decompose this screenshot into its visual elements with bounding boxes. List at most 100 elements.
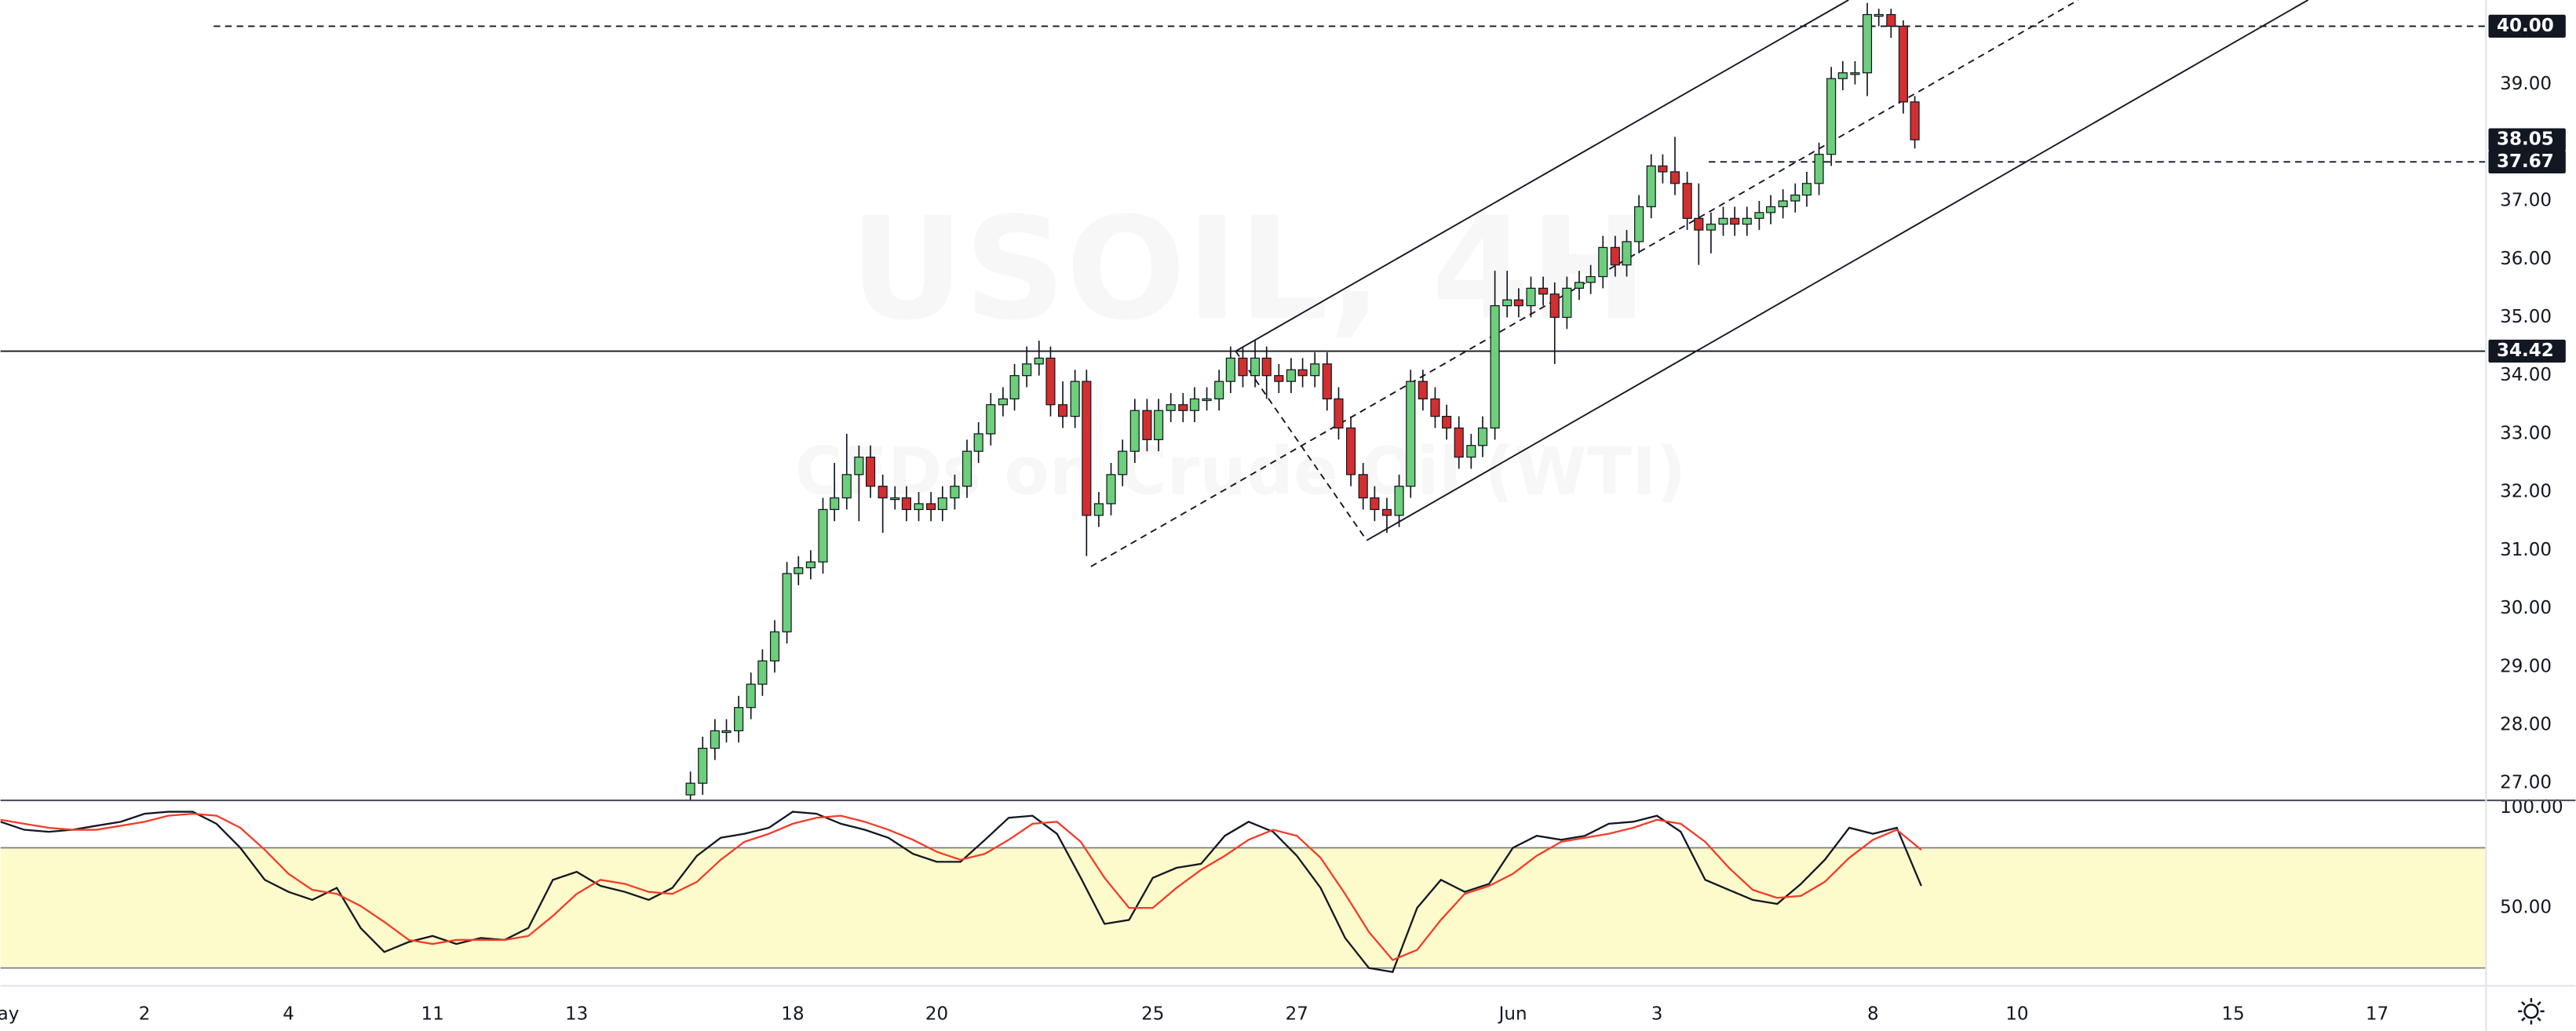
- candle-body: [1513, 299, 1523, 307]
- settings-button[interactable]: [2518, 998, 2545, 1025]
- x-tick-label: 13: [565, 1004, 588, 1025]
- candle-body: [1322, 363, 1332, 400]
- candle-body: [1585, 275, 1596, 283]
- candle-body: [1850, 72, 1860, 75]
- candle-body: [1406, 381, 1416, 487]
- price-pane: USOIL, 4H CFDs on Crude Oil (WTI): [0, 0, 2486, 800]
- candle-body: [1898, 25, 1908, 103]
- candle-body: [1886, 13, 1896, 27]
- trend-line: [1235, 350, 1368, 541]
- price-label-box: [2488, 150, 2566, 173]
- price-label-box: [2488, 128, 2566, 151]
- x-tick-label: 8: [1867, 1004, 1879, 1025]
- candle-body: [1669, 171, 1680, 184]
- gear-teeth: [2518, 998, 2545, 1025]
- candle-body: [1381, 508, 1392, 516]
- stochastic-pane: [0, 811, 2486, 974]
- candle-body: [1214, 381, 1224, 400]
- candle-body: [1430, 398, 1440, 417]
- candle-body: [1178, 404, 1188, 411]
- watermark-title: USOIL, 4H: [849, 188, 1647, 352]
- candle-body: [1526, 287, 1536, 307]
- candle-body: [1742, 217, 1752, 225]
- candle-body: [1814, 154, 1824, 184]
- candle-body: [746, 683, 756, 709]
- candle-body: [998, 398, 1008, 406]
- candle-body: [973, 433, 983, 452]
- x-tick-label: 10: [2005, 1004, 2028, 1025]
- x-tick-label: 2: [139, 1004, 151, 1025]
- candle-body: [937, 497, 947, 511]
- axes: 27.00 28.00 29.00 30.00 31.00 32.00 33.00 34.00…: [0, 14, 2566, 1025]
- candle-body: [1622, 241, 1632, 266]
- x-tick-label: 27: [1286, 1004, 1308, 1025]
- candle-body: [1106, 474, 1116, 505]
- candle-body: [1549, 293, 1560, 319]
- candle-body: [1718, 217, 1728, 225]
- candle-body: [1370, 497, 1380, 511]
- candle-body: [757, 660, 768, 685]
- y-tick-label: 50.00: [2500, 898, 2552, 918]
- candle-body: [1225, 357, 1235, 382]
- candle-body: [1142, 410, 1152, 440]
- trend-line: [1366, 0, 2309, 541]
- candle-body: [1082, 381, 1092, 516]
- candle-body: [710, 730, 720, 749]
- candle-body: [830, 497, 840, 511]
- candle-body: [769, 631, 780, 661]
- price-label: 38.05: [2497, 129, 2554, 150]
- price-label: 40.00: [2497, 16, 2554, 36]
- candle-body: [1286, 369, 1297, 382]
- candle-body: [1334, 398, 1344, 429]
- x-tick-label: Jun: [1498, 1004, 1527, 1025]
- stochastic-line: [0, 812, 1922, 961]
- x-tick-label: May: [0, 1004, 19, 1025]
- candle-body: [1490, 305, 1500, 429]
- candle-body: [1765, 206, 1776, 213]
- candle-body: [1562, 287, 1572, 319]
- candle-body: [1778, 200, 1788, 208]
- candle-body: [1610, 246, 1620, 266]
- stochastic-line: [0, 811, 1922, 974]
- x-tick-label: 18: [781, 1004, 804, 1025]
- candle-body: [878, 486, 888, 499]
- candle-body: [1093, 503, 1104, 516]
- y-tick-label: 31.00: [2500, 540, 2552, 560]
- y-tick-label: 39.00: [2500, 74, 2552, 94]
- candle-body: [1790, 194, 1801, 202]
- candle-body: [1166, 404, 1176, 411]
- x-tick-label: 25: [1141, 1004, 1164, 1025]
- price-label: 34.42: [2497, 341, 2554, 361]
- candle-body: [1418, 381, 1428, 400]
- trend-line: [1235, 0, 1849, 352]
- candle-body: [1801, 183, 1812, 196]
- y-tick-label: 28.00: [2500, 714, 2552, 734]
- candle-body: [926, 503, 936, 511]
- candle-body: [1477, 427, 1488, 446]
- x-tick-label: 17: [2366, 1004, 2388, 1025]
- candle-body: [1837, 72, 1848, 79]
- y-tick-label: 33.00: [2500, 423, 2552, 443]
- y-tick-label: 35.00: [2500, 307, 2552, 327]
- candle-body: [1754, 212, 1764, 219]
- watermark-subtitle: CFDs on Crude Oil (WTI): [794, 433, 1686, 510]
- price-label-box: [2488, 14, 2566, 38]
- candle-body: [1261, 357, 1272, 377]
- candle-body: [782, 573, 792, 632]
- x-tick-label: 15: [2222, 1004, 2245, 1025]
- candle-body: [1634, 206, 1644, 242]
- y-tick-label: 36.00: [2500, 249, 2552, 269]
- candle-body: [1706, 224, 1716, 231]
- candle-body: [685, 782, 695, 796]
- candle-body: [1862, 13, 1873, 74]
- gear-hub: [2523, 1004, 2539, 1019]
- candle-body: [865, 456, 876, 487]
- x-tick-label: 3: [1651, 1004, 1663, 1025]
- candle-body: [1730, 217, 1740, 225]
- y-tick-label: 34.00: [2500, 365, 2552, 385]
- candle-body: [1057, 404, 1068, 417]
- candle-body: [1574, 282, 1585, 289]
- candle-body: [1310, 363, 1320, 377]
